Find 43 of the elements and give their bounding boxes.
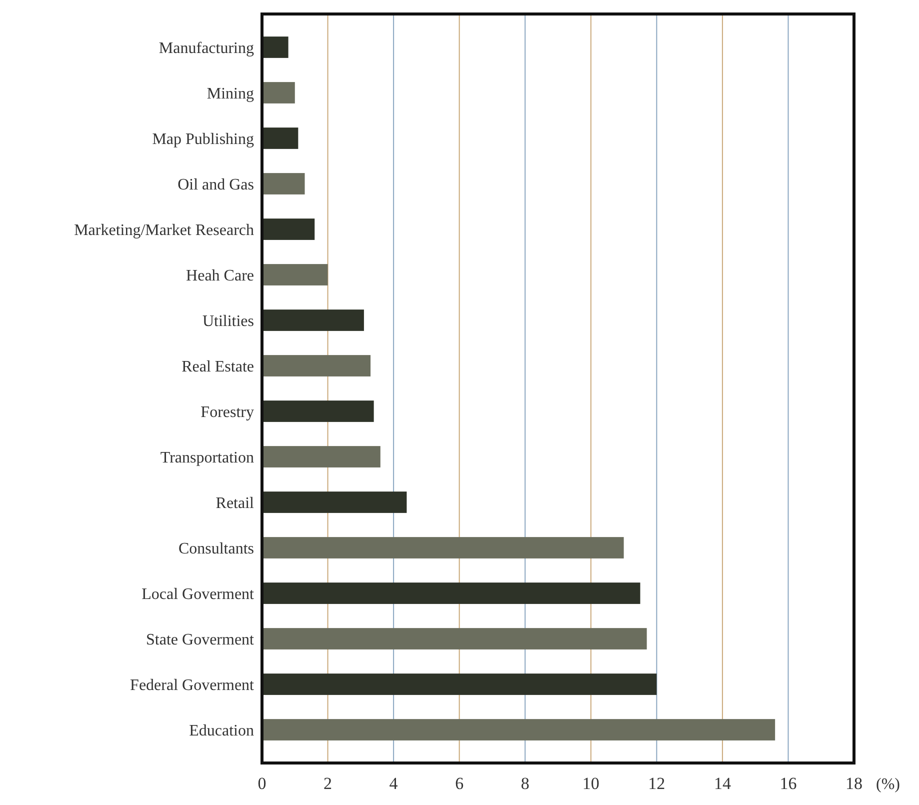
bar [262,537,624,558]
y-tick-label: Oil and Gas [178,176,254,194]
y-tick-label: Utilities [202,312,254,330]
x-tick-label: 14 [714,774,732,793]
bar [262,36,288,58]
x-tick-label: 12 [648,774,666,793]
bar [262,446,380,468]
x-tick-label: 2 [324,774,332,793]
y-tick-label: Real Estate [182,358,254,376]
y-tick-label: Marketing/Market Research [74,222,254,239]
bar [262,674,657,695]
x-tick-label: 18 [846,774,862,793]
bar [262,719,776,740]
y-tick-label: Retail [216,494,255,512]
y-tick-label: Federal Goverment [130,676,255,694]
x-axis-title: (%) [876,776,900,793]
y-tick-label: Map Publishing [152,130,254,148]
y-tick-label: Transportation [160,449,254,466]
bar [262,582,640,604]
y-tick-label: Consultants [178,540,254,558]
y-tick-label: Heah Care [186,267,254,284]
y-tick-label: Manufacturing [158,40,254,57]
bar [262,264,328,286]
y-tick-label: Education [189,722,254,740]
bar [262,218,315,240]
x-tick-label: 16 [780,774,797,793]
x-tick-label: 8 [520,774,530,793]
y-tick-label: Local Goverment [142,586,255,603]
bar [262,492,407,513]
bar [262,310,364,331]
bar [262,82,295,104]
bar [262,173,305,194]
x-tick-label: 10 [582,774,600,793]
bar [262,355,371,376]
x-tick-label: 4 [389,774,398,793]
bar [262,128,298,149]
x-tick-label: 6 [455,774,464,793]
bar [262,400,374,422]
y-tick-label: Mining [206,85,254,102]
y-tick-label: Forestry [200,404,254,421]
y-tick-label: State Goverment [146,631,255,648]
x-tick-label: 0 [258,774,266,793]
bar [262,628,647,650]
